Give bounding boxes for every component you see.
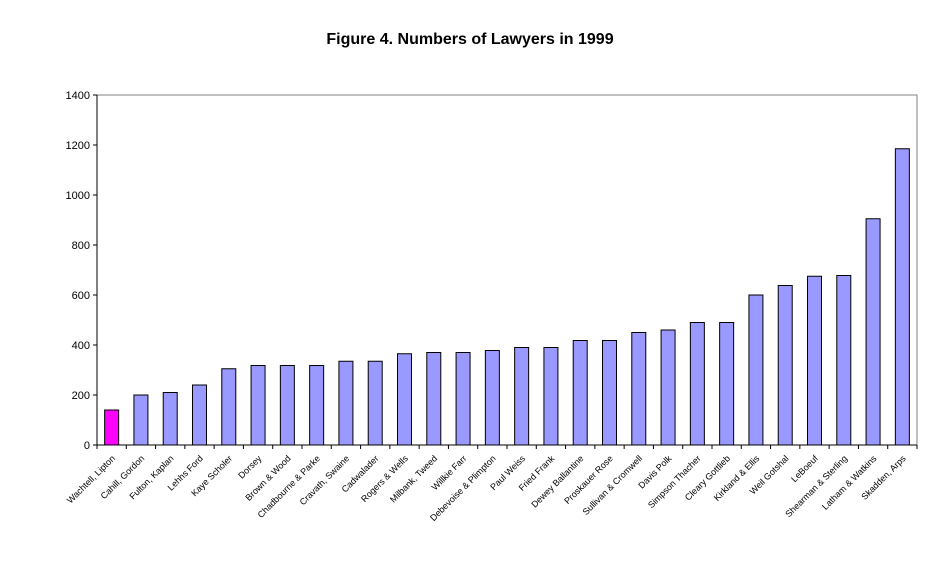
y-tick-label: 800: [72, 240, 90, 252]
y-tick-label: 0: [84, 440, 90, 452]
bar: [602, 340, 617, 446]
bar: [455, 352, 471, 446]
bar: [397, 353, 412, 446]
x-tick-label: Dorsey: [236, 453, 264, 481]
bar: [338, 360, 354, 446]
bar: [484, 350, 500, 446]
bar: [279, 365, 295, 446]
bar: [162, 392, 178, 446]
bar: [309, 365, 325, 446]
bar: [514, 347, 530, 446]
bar: [807, 275, 822, 446]
x-tick-label: Wachtell, Lipton: [65, 453, 117, 505]
bar: [426, 352, 442, 446]
bar: [133, 394, 149, 446]
y-tick-label: 1000: [66, 190, 90, 202]
bar: [660, 329, 676, 446]
bar: [192, 384, 207, 446]
bar: [689, 322, 705, 446]
x-tick-label: Simpson Thacher: [646, 453, 703, 510]
x-tick-label: Latham & Watkins: [820, 453, 879, 512]
bar: [104, 409, 120, 446]
bar: [894, 148, 910, 446]
bar: [777, 285, 793, 446]
bar: [221, 368, 237, 446]
bar: [748, 294, 764, 446]
y-tick-label: 400: [72, 340, 90, 352]
y-axis: 0 200 400 600 800 1000 1200 1400: [66, 90, 98, 452]
bar: [836, 275, 852, 446]
bar: [367, 360, 383, 446]
plot-area: [96, 94, 918, 446]
bar: [631, 332, 647, 446]
bar: [865, 218, 881, 446]
chart-title: Figure 4. Numbers of Lawyers in 1999: [326, 31, 613, 48]
y-tick-label: 200: [72, 390, 90, 402]
y-tick-label: 1200: [66, 140, 90, 152]
bar: [572, 340, 588, 446]
x-tick-label: Dewey Ballantine: [529, 453, 585, 509]
y-tick-label: 1400: [66, 90, 90, 102]
bar: [543, 347, 559, 446]
bars: [104, 148, 910, 446]
bar: [719, 322, 735, 446]
bar: [250, 365, 266, 446]
y-tick-label: 600: [72, 290, 90, 302]
